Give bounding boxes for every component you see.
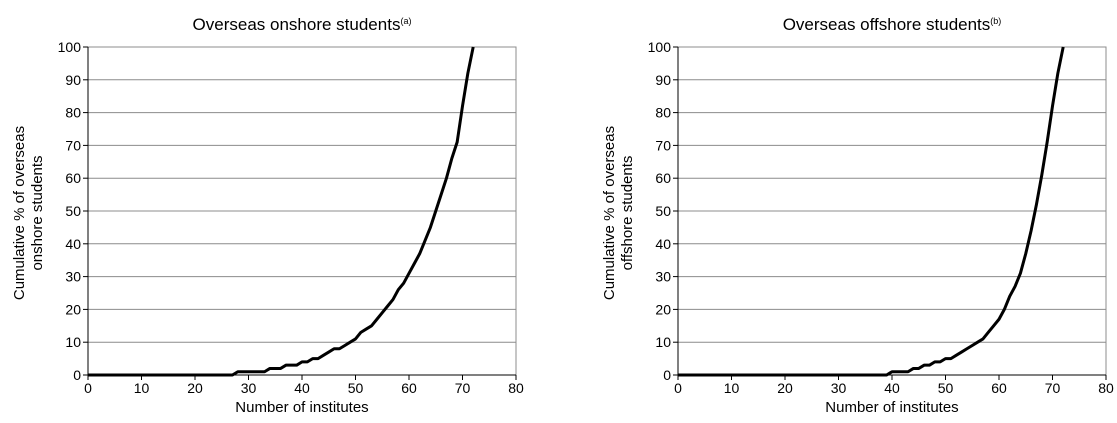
x-tick-label-10: 10 (134, 380, 150, 396)
x-tick-label-60: 60 (401, 380, 417, 396)
x-tick-label-70: 70 (455, 380, 471, 396)
chart-panel-2: Overseas offshore students(b) 0 10 20 30 40 50… (601, 15, 1114, 416)
y-tick-label-60: 60 (65, 170, 81, 186)
chart-title-superscript: (a) (400, 16, 411, 26)
x-tick-label-50: 50 (938, 380, 954, 396)
chart-panel-1: Overseas onshore students(a) 0 10 20 30 40 50 6… (11, 15, 524, 416)
series-line-1 (88, 46, 475, 377)
y-tick-label-80: 80 (65, 105, 81, 121)
x-tick-label-40: 40 (294, 380, 310, 396)
chart-title-text: Overseas offshore students (783, 15, 991, 34)
y-tick-label-60: 60 (655, 170, 671, 186)
y-tick-label-70: 70 (65, 137, 81, 153)
x-tick-label-30: 30 (831, 380, 847, 396)
y-tick-label-40: 40 (65, 236, 81, 252)
x-tick-label-50: 50 (348, 380, 364, 396)
x-tick-label-60: 60 (991, 380, 1007, 396)
y-tick-label-90: 90 (655, 72, 671, 88)
chart-title-text: Overseas onshore students (193, 15, 401, 34)
y-tick-label-50: 50 (655, 203, 671, 219)
x-tick-label-70: 70 (1045, 380, 1061, 396)
chart-title: Overseas onshore students(a) (193, 15, 412, 34)
y-tick-label-90: 90 (65, 72, 81, 88)
y-axis-label-line-2: onshore students (29, 155, 46, 270)
y-axis-label-line-2: offshore students (619, 156, 636, 271)
x-axis-label: Number of institutes (825, 399, 958, 416)
series-line-1 (678, 46, 1065, 377)
y-tick-label-70: 70 (655, 137, 671, 153)
x-tick-label-40: 40 (884, 380, 900, 396)
y-tick-label-80: 80 (655, 105, 671, 121)
y-tick-label-100: 100 (58, 39, 82, 55)
x-tick-label-0: 0 (674, 380, 682, 396)
x-tick-label-10: 10 (724, 380, 740, 396)
chart-title-superscript: (b) (990, 16, 1001, 26)
x-axis-label: Number of institutes (235, 399, 368, 416)
y-tick-label-30: 30 (655, 269, 671, 285)
x-tick-label-80: 80 (508, 380, 524, 396)
y-axis-label-line-1: Cumulative % of overseas (601, 126, 618, 300)
x-tick-label-30: 30 (241, 380, 257, 396)
y-axis-label-line-1: Cumulative % of overseas (11, 126, 28, 300)
x-tick-label-20: 20 (777, 380, 793, 396)
chart-title: Overseas offshore students(b) (783, 15, 1002, 34)
y-tick-label-20: 20 (65, 301, 81, 317)
y-tick-label-100: 100 (648, 39, 672, 55)
y-tick-label-10: 10 (655, 334, 671, 350)
x-tick-label-0: 0 (84, 380, 92, 396)
y-tick-label-20: 20 (655, 301, 671, 317)
y-tick-label-10: 10 (65, 334, 81, 350)
y-tick-label-30: 30 (65, 269, 81, 285)
y-tick-label-0: 0 (663, 367, 671, 383)
x-tick-label-20: 20 (187, 380, 203, 396)
y-tick-label-50: 50 (65, 203, 81, 219)
y-tick-label-0: 0 (73, 367, 81, 383)
x-tick-label-80: 80 (1098, 380, 1114, 396)
y-tick-label-40: 40 (655, 236, 671, 252)
